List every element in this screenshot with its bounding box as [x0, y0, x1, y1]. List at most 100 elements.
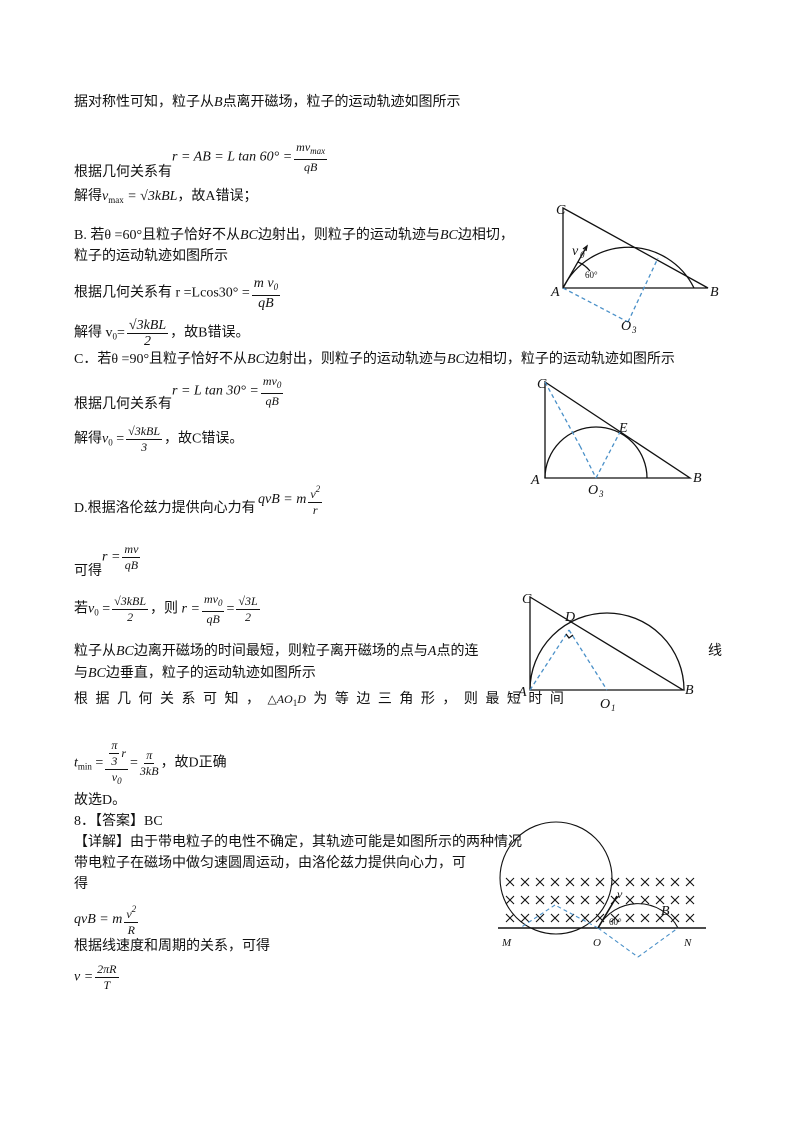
cross — [535, 895, 545, 905]
fraction: mv0 qB — [201, 592, 225, 627]
fraction: m v0 qB — [251, 276, 281, 311]
t: 线 — [708, 644, 722, 659]
t: = — [98, 601, 111, 617]
right-angle — [565, 633, 574, 639]
label: B — [693, 471, 702, 486]
dash — [579, 445, 597, 479]
label: 3 — [631, 325, 637, 335]
cross — [625, 877, 635, 887]
t: = √3kBL — [123, 189, 178, 204]
cross — [580, 877, 590, 887]
t: 边离开磁场的时间最短，则粒子离开磁场的点与 — [133, 644, 428, 659]
t: √3kBL — [126, 318, 169, 334]
t: 2 — [127, 610, 134, 624]
formula: qvB = m v2 r — [258, 482, 324, 518]
line: B. 若θ =60°且粒子恰好不从BC边射出，则粒子的运动轨迹与BC边相切， — [74, 227, 514, 245]
t: 带电粒子在磁场中做匀速圆周运动，由洛伦兹力提供向心力，可 — [74, 856, 466, 871]
cross — [505, 913, 515, 923]
t: A — [427, 644, 437, 659]
cross — [535, 913, 545, 923]
t: 解得 v — [74, 325, 113, 341]
t: qvB = m — [258, 492, 307, 508]
label: B — [685, 683, 694, 698]
line: 解得 v0= √3kBL 2 ，故B错误。 — [74, 318, 250, 349]
t: BC — [116, 644, 134, 659]
dash — [562, 287, 629, 323]
cross — [670, 877, 680, 887]
t: m v — [253, 276, 274, 291]
cross — [565, 877, 575, 887]
t: ，故C错误。 — [164, 431, 244, 447]
dash — [544, 381, 581, 447]
line: 粒子的运动轨迹如图所示 — [74, 248, 228, 266]
fraction: mv0 qB — [260, 374, 284, 409]
t: 0 — [217, 598, 223, 608]
cross — [640, 913, 650, 923]
t: = — [112, 431, 125, 447]
t: 根 据 几 何 关 系 可 知 ， — [74, 692, 260, 707]
t: r = L tan 30° = — [172, 383, 259, 399]
t: BC — [247, 352, 265, 367]
cross — [580, 895, 590, 905]
t: 2 — [144, 334, 152, 349]
t: 解得 — [74, 189, 102, 204]
t: D.根据洛伦兹力提供向心力有 — [74, 501, 256, 516]
dash — [568, 629, 608, 691]
crosses — [505, 877, 695, 923]
formula: r = L tan 30° = mv0 qB — [172, 374, 285, 409]
label: C — [522, 592, 532, 607]
cross — [535, 877, 545, 887]
cross — [505, 877, 515, 887]
label: 60° — [609, 917, 622, 927]
cross — [670, 913, 680, 923]
t: 边相切， — [457, 228, 514, 243]
t: v — [102, 431, 109, 447]
t: max — [108, 195, 124, 205]
figure-4 — [498, 821, 706, 958]
t: 根据线速度和周期的关系，可得 — [74, 939, 270, 954]
t: √3kBL — [112, 594, 149, 610]
cross — [550, 895, 560, 905]
cross — [655, 877, 665, 887]
t: qB — [304, 160, 318, 174]
t: BC — [88, 666, 106, 681]
line: 若v0 = √3kBL 2 ，则 r = mv0 qB = √3L 2 — [74, 592, 262, 627]
fraction: v2 r — [308, 482, 323, 518]
line: 与BC边垂直，粒子的运动轨迹如图所示 — [74, 665, 316, 683]
t: 根据几何关系有 — [74, 397, 172, 412]
cross — [595, 895, 605, 905]
t: π — [109, 738, 120, 754]
cross — [655, 913, 665, 923]
t: T — [103, 978, 111, 992]
line: 【详解】由于带电粒子的电性不确定，其轨迹可能是如图所示的两种情况 — [74, 834, 522, 852]
t: ，故B错误。 — [170, 325, 250, 341]
t: v — [88, 601, 95, 617]
formula: r = AB = L tan 60° = mvmax qB — [172, 140, 329, 175]
fraction: π 3 r v0 — [105, 738, 128, 789]
line: 根 据 几 何 关 系 可 知 ， △AO1D 为 等 边 三 角 形 ， 则 … — [74, 690, 564, 712]
formula: qvB = m v2 R — [74, 902, 140, 938]
t: min — [77, 761, 92, 772]
t: r = AB = L tan 60° = — [172, 149, 293, 165]
arc — [544, 426, 648, 479]
line: 根据几何关系有 — [74, 164, 172, 182]
formula: v = 2πR T — [74, 962, 121, 993]
line: 根据几何关系有 r =Lcos30° = m v0 qB — [74, 276, 282, 311]
t: ，则 — [150, 601, 179, 617]
fraction: mvmax qB — [294, 140, 328, 175]
t: = — [226, 601, 235, 617]
t: BC — [240, 228, 258, 243]
t: 0 — [276, 380, 282, 390]
t: = — [130, 755, 138, 771]
line: 线 — [708, 643, 722, 661]
t: 点离开磁场，粒子的运动轨迹如图所示 — [222, 95, 461, 110]
label: C — [556, 203, 566, 218]
t: 0 — [94, 607, 99, 618]
t: 若 — [74, 601, 88, 617]
circle — [499, 821, 613, 935]
cross — [685, 895, 695, 905]
t: = — [91, 755, 104, 771]
figure-3 — [529, 595, 686, 691]
t: max — [310, 146, 326, 156]
cross — [565, 913, 575, 923]
